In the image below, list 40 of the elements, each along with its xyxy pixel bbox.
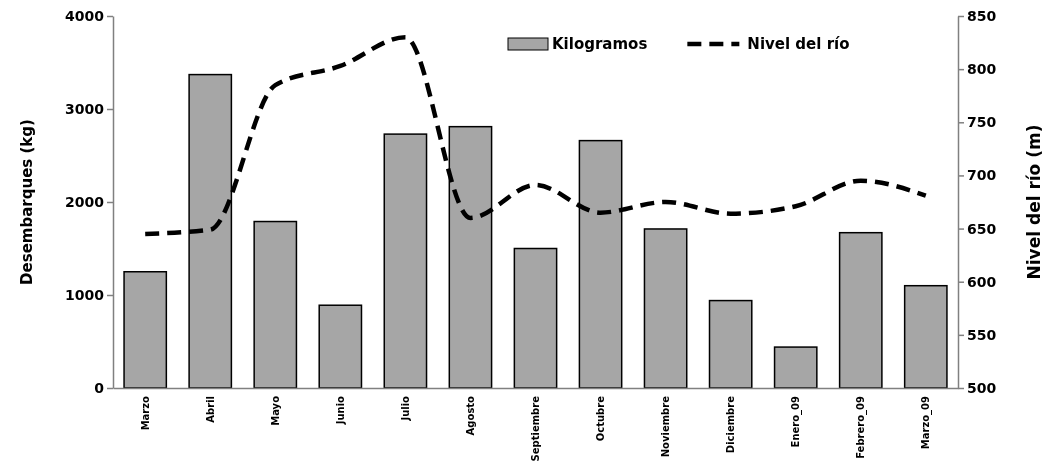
y-tick-label: 4000 — [65, 7, 105, 24]
y2-tick-label: 750 — [967, 114, 997, 131]
x-tick-label: Mayo — [269, 395, 281, 426]
x-tick-label: Enero_09 — [790, 395, 803, 448]
bar — [513, 247, 558, 389]
y2-tick-label: 600 — [967, 273, 997, 290]
x-tick-label: Diciembre — [725, 395, 737, 454]
x-tick-label: Noviembre — [660, 395, 672, 458]
bar — [773, 346, 818, 389]
x-tick-label: Julio — [399, 395, 411, 422]
x-tick-label: Marzo — [139, 395, 151, 431]
x-tick-label: Febrero_09 — [855, 395, 868, 459]
x-tick-label: Marzo_09 — [920, 395, 933, 450]
legend-label: Kilogramos — [552, 35, 648, 54]
bar — [253, 220, 298, 389]
y-axis-title: Desembarques (kg) — [18, 119, 36, 285]
bar — [318, 304, 363, 389]
y-tick-label: 1000 — [65, 286, 105, 303]
bar — [383, 133, 428, 389]
y2-tick-label: 700 — [967, 167, 997, 184]
y2-tick-label: 800 — [967, 61, 997, 78]
legend-label: Nivel del río — [747, 35, 850, 54]
y2-tick-label: 550 — [967, 326, 997, 343]
bar — [708, 299, 753, 389]
y-tick-label: 2000 — [65, 193, 105, 210]
y2-axis-title: Nivel del río (m) — [1024, 124, 1044, 280]
x-tick-label: Abril — [204, 396, 216, 423]
x-tick-label: Septiembre — [530, 395, 541, 462]
y2-tick-label: 650 — [967, 220, 997, 237]
x-tick-label: Agosto — [464, 395, 476, 436]
y-tick-label: 0 — [94, 379, 105, 396]
bar — [903, 284, 948, 389]
bar — [123, 271, 168, 389]
y2-tick-label: 850 — [967, 7, 997, 24]
bar — [838, 231, 883, 389]
x-tick-label: Junio — [334, 395, 346, 426]
y-tick-label: 3000 — [65, 100, 105, 117]
x-tick-label: Octubre — [595, 395, 607, 442]
y2-tick-label: 500 — [967, 379, 997, 396]
bar — [643, 228, 688, 389]
